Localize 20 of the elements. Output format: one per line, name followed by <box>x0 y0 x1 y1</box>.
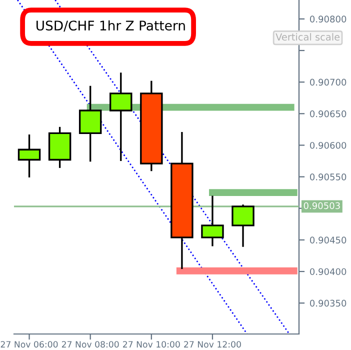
x-tick-label: 27 Nov 12:00 <box>184 341 241 348</box>
y-tick-label: 0.90400 <box>310 268 346 276</box>
y-tick-label: 0.90700 <box>310 78 346 86</box>
candlestick <box>78 85 102 162</box>
ref-line-label: 0.90503 <box>304 202 340 210</box>
x-tick-label: 27 Nov 06:00 <box>0 341 58 348</box>
y-tick-label: 0.90450 <box>310 236 346 244</box>
x-tick-label: 27 Nov 10:00 <box>123 341 180 348</box>
x-tick-label: 27 Nov 08:00 <box>62 341 119 348</box>
y-tick-label: 0.90350 <box>310 300 346 307</box>
y-tick-label: 0.90800 <box>310 16 346 22</box>
candlestick <box>110 72 132 162</box>
y-tick-label: 0.90550 <box>310 174 346 180</box>
candlestick <box>201 194 224 248</box>
candlestick <box>18 134 41 178</box>
text: USD/CHF 1hr Z Pattern <box>36 20 185 32</box>
y-tick-label: 0.90600 <box>310 142 346 149</box>
annotation: Vertical scale <box>276 33 340 41</box>
y-tick-label: 0.90650 <box>310 110 346 118</box>
candlestick <box>232 204 254 248</box>
